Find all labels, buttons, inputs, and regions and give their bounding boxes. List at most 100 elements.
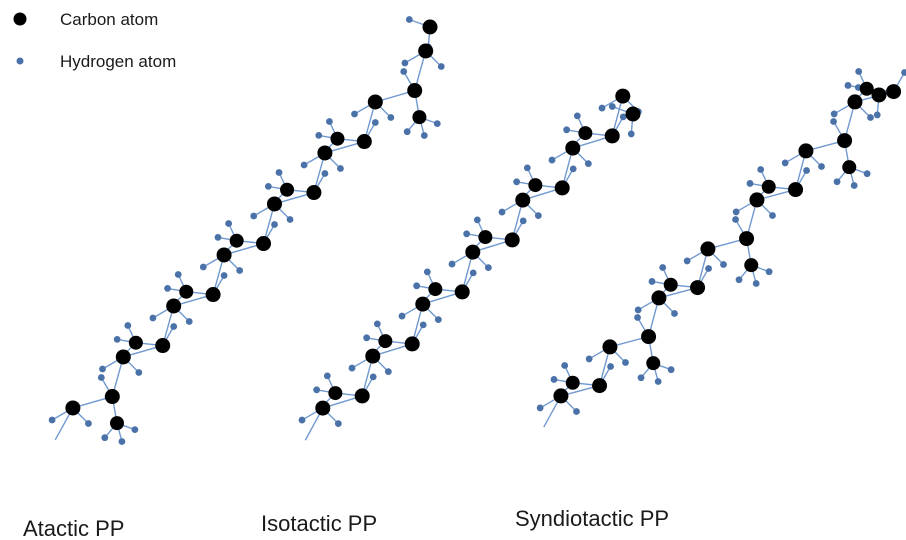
syndiotactic-hydrogen-atom xyxy=(833,178,841,186)
atactic-hydrogen-atom xyxy=(174,271,182,278)
syndiotactic-backbone-carbon-atom xyxy=(847,94,863,110)
syndiotactic-hydrogen-atom xyxy=(746,180,754,187)
syndiotactic-hydrogen-atom xyxy=(765,268,773,276)
syndiotactic-hydrogen-atom xyxy=(634,306,642,314)
syndiotactic-backbone-carbon-atom xyxy=(602,339,618,355)
legend: Carbon atom Hydrogen atom xyxy=(13,10,176,71)
legend-carbon-label: Carbon atom xyxy=(60,10,158,29)
atactic-hydrogen-atom xyxy=(400,68,408,75)
syndiotactic-hydrogen-atom xyxy=(818,163,825,170)
syndiotactic-terminal-carbon-atom xyxy=(871,87,887,103)
syndiotactic-hydrogen-atom xyxy=(844,82,852,89)
syndiotactic-backbone-carbon-atom xyxy=(798,143,814,159)
bond-layer xyxy=(51,18,906,442)
hydrogen-atom-layer xyxy=(48,16,906,445)
isotactic-hydrogen-atom xyxy=(513,178,521,186)
atactic-backbone-carbon-atom xyxy=(65,400,81,416)
atactic-hydrogen-atom xyxy=(405,16,413,23)
syndiotactic-hydrogen-atom xyxy=(561,362,569,369)
isotactic-hydrogen-atom xyxy=(334,420,342,428)
atactic-backbone-carbon-atom xyxy=(356,134,372,150)
syndiotactic-hydrogen-atom xyxy=(659,264,667,271)
isotactic-backbone-carbon-atom xyxy=(604,128,620,144)
atactic-hydrogen-atom xyxy=(300,161,308,169)
atactic-backbone-carbon-atom xyxy=(166,298,182,314)
isotactic-hydrogen-atom xyxy=(384,368,392,376)
atactic-hydrogen-atom xyxy=(220,272,228,279)
isotactic-hydrogen-atom xyxy=(573,112,581,120)
syndiotactic-hydrogen-atom xyxy=(757,166,765,173)
syndiotactic-backbone-carbon-atom xyxy=(739,231,755,247)
atactic-methyl-carbon-atom xyxy=(128,335,143,350)
isotactic-hydrogen-atom xyxy=(348,364,356,372)
atactic-backbone-carbon-atom xyxy=(104,389,120,405)
atactic-methyl-carbon-atom xyxy=(179,284,194,299)
syndiotactic-backbone-carbon-atom xyxy=(592,378,608,394)
syndiotactic-hydrogen-atom xyxy=(830,118,837,125)
syndiotactic-hydrogen-atom xyxy=(607,363,614,370)
atactic-backbone-carbon-atom xyxy=(317,145,333,161)
atactic-hydrogen-atom xyxy=(250,212,258,220)
atactic-backbone-carbon-atom xyxy=(216,247,232,263)
isotactic-hydrogen-atom xyxy=(523,164,531,172)
atactic-methyl-carbon-atom xyxy=(110,416,125,431)
isotactic-hydrogen-atom xyxy=(569,165,577,173)
isotactic-backbone-carbon-atom xyxy=(465,244,481,260)
syndiotactic-hydrogen-atom xyxy=(803,167,810,174)
isotactic-backbone-carbon-atom xyxy=(354,388,370,404)
syndiotactic-hydrogen-atom xyxy=(683,257,691,265)
atactic-backbone-carbon-atom xyxy=(115,349,131,365)
legend-hydrogen-label: Hydrogen atom xyxy=(60,52,176,71)
syndiotactic-methyl-carbon-atom xyxy=(646,356,661,371)
syndiotactic-hydrogen-atom xyxy=(850,182,858,189)
syndiotactic-hydrogen-atom xyxy=(830,110,838,118)
atactic-hydrogen-atom xyxy=(271,221,278,228)
isotactic-hydrogen-atom xyxy=(369,373,377,381)
atactic-hydrogen-atom xyxy=(124,322,132,329)
atactic-hydrogen-atom xyxy=(264,183,272,190)
isotactic-hydrogen-atom xyxy=(298,416,306,424)
isotactic-backbone-carbon-atom xyxy=(565,140,581,156)
isotactic-methyl-carbon-atom xyxy=(328,386,343,401)
atactic-hydrogen-atom xyxy=(371,119,379,126)
atactic-hydrogen-atom xyxy=(286,216,294,223)
isotactic-hydrogen-atom xyxy=(484,264,492,272)
isotactic-methyl-carbon-atom xyxy=(428,282,443,297)
syndiotactic-methyl-carbon-atom xyxy=(859,81,874,96)
syndiotactic-backbone-carbon-atom xyxy=(641,329,657,345)
atactic-backbone-carbon-atom xyxy=(256,236,272,252)
isotactic-label: Isotactic PP xyxy=(261,511,377,536)
isotactic-hydrogen-atom xyxy=(498,208,506,216)
syndiotactic-hydrogen-atom xyxy=(648,278,656,285)
isotactic-hydrogen-atom xyxy=(419,321,427,329)
isotactic-hydrogen-atom xyxy=(608,103,616,110)
syndiotactic-hydrogen-atom xyxy=(671,310,678,317)
atactic-hydrogen-atom xyxy=(387,114,395,121)
atactic-hydrogen-atom xyxy=(113,336,121,343)
isotactic-hydrogen-atom xyxy=(463,230,471,238)
syndiotactic-backbone-carbon-atom xyxy=(700,241,716,257)
atactic-backbone-carbon-atom xyxy=(205,287,221,303)
isotactic-backbone-carbon-atom xyxy=(365,348,381,364)
atactic-hydrogen-atom xyxy=(433,120,441,128)
isotactic-hydrogen-atom xyxy=(619,113,627,121)
atactic-backbone-carbon-atom xyxy=(418,43,434,59)
syndiotactic-hydrogen-atom xyxy=(550,376,558,383)
atactic-methyl-carbon-atom xyxy=(280,182,295,197)
atactic-methyl-carbon-atom xyxy=(412,110,427,125)
syndiotactic-methyl-carbon-atom xyxy=(842,160,857,175)
syndiotactic-hydrogen-atom xyxy=(622,359,629,366)
syndiotactic-hydrogen-atom xyxy=(732,208,740,216)
atactic-hydrogen-atom xyxy=(48,416,56,424)
syndiotactic-backbone-carbon-atom xyxy=(553,388,569,404)
atactic-hydrogen-atom xyxy=(99,365,106,373)
isotactic-hydrogen-atom xyxy=(434,316,442,324)
isotactic-backbone-carbon-atom xyxy=(615,88,631,104)
syndiotactic-hydrogen-atom xyxy=(637,374,645,382)
isotactic-backbone-carbon-atom xyxy=(515,192,531,208)
carbon-atom-layer xyxy=(65,19,902,431)
atactic-hydrogen-atom xyxy=(275,169,283,176)
syndiotactic-hydrogen-atom xyxy=(901,69,906,76)
atactic-hydrogen-atom xyxy=(101,434,109,442)
isotactic-hydrogen-atom xyxy=(473,216,481,224)
